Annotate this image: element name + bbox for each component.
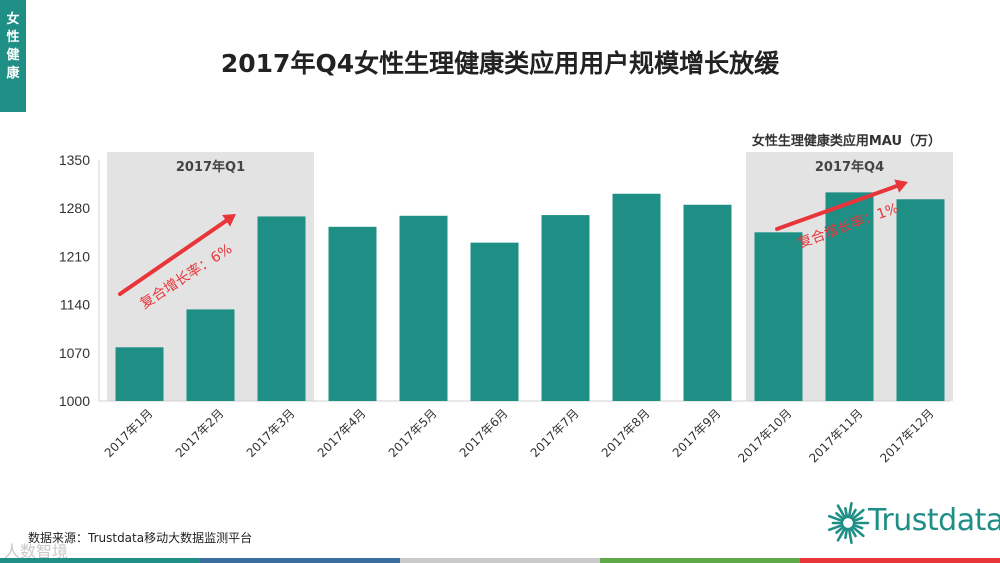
source-note: 数据来源：Trustdata移动大数据监测平台 bbox=[28, 531, 253, 545]
y-tick-label: 1070 bbox=[59, 345, 90, 361]
logo-ray bbox=[849, 526, 857, 538]
x-tick-label: 2017年9月 bbox=[670, 406, 724, 460]
logo-ray bbox=[852, 516, 864, 523]
x-tick-label: 2017年12月 bbox=[877, 406, 936, 465]
bar bbox=[470, 242, 519, 401]
x-tick-label: 2017年10月 bbox=[735, 406, 794, 465]
watermark-text: 人数智境 bbox=[4, 542, 69, 561]
y-tick-label: 1280 bbox=[59, 200, 90, 216]
logo-ray bbox=[844, 527, 849, 540]
growth-arrow-line bbox=[775, 184, 899, 231]
y-tick-label: 1350 bbox=[59, 152, 90, 168]
y-tick-label: 1140 bbox=[60, 297, 90, 313]
bottom-bar-segment bbox=[200, 558, 400, 563]
bar bbox=[257, 216, 306, 401]
x-tick-label: 2017年11月 bbox=[806, 406, 865, 465]
y-tick-label: 1000 bbox=[59, 393, 90, 409]
corner-tab-char: 性 bbox=[6, 30, 20, 45]
highlight-label: 2017年Q4 bbox=[815, 159, 884, 175]
bottom-bar-segment bbox=[600, 558, 800, 563]
corner-tab-char: 女 bbox=[6, 12, 20, 27]
logo-ray bbox=[827, 523, 844, 532]
corner-tab-char: 康 bbox=[6, 66, 20, 81]
logo-ray bbox=[851, 525, 865, 538]
logo-ray bbox=[847, 502, 853, 519]
bottom-bar-segment bbox=[0, 558, 200, 563]
bar bbox=[115, 347, 164, 401]
corner-tab-char: 健 bbox=[6, 48, 20, 63]
x-tick-label: 2017年2月 bbox=[173, 406, 227, 460]
bar bbox=[896, 199, 945, 401]
page-title: 2017年Q4女性生理健康类应用用户规模增长放缓 bbox=[220, 49, 780, 78]
x-tick-label: 2017年4月 bbox=[315, 406, 369, 460]
bar bbox=[186, 309, 235, 401]
x-tick-label: 2017年1月 bbox=[102, 406, 156, 460]
bar bbox=[683, 204, 732, 401]
bottom-bar-segment bbox=[400, 558, 600, 563]
bar bbox=[825, 192, 874, 401]
logo-ray bbox=[847, 527, 853, 544]
bar-chart: 2017年Q1 2017年Q4 女性生理健康类应用MAU（万） 1000 1070 114… bbox=[59, 133, 953, 465]
growth-arrow-line bbox=[118, 218, 229, 296]
logo-ray bbox=[835, 512, 845, 521]
logo-ray bbox=[852, 523, 864, 530]
unit-label: 女性生理健康类应用MAU（万） bbox=[752, 133, 941, 149]
highlight-label: 2017年Q1 bbox=[176, 159, 245, 175]
logo-ray bbox=[836, 504, 847, 520]
x-tick-label: 2017年8月 bbox=[599, 406, 653, 460]
bar bbox=[754, 232, 803, 401]
y-tick-label: 1210 bbox=[59, 248, 90, 264]
trustdata-logo: Trustdata bbox=[826, 495, 1000, 551]
logo-text: Trustdata bbox=[868, 503, 1000, 538]
logo-ray bbox=[849, 508, 857, 520]
logo-ray bbox=[836, 526, 847, 542]
x-tick-label: 2017年5月 bbox=[386, 406, 440, 460]
corner-tab: 女 性 健 康 bbox=[0, 0, 26, 112]
growth-arrow-head bbox=[222, 214, 236, 227]
logo-ray bbox=[835, 525, 845, 534]
bottom-bar-segment bbox=[800, 558, 1000, 563]
bottom-color-bar bbox=[0, 558, 1000, 563]
x-tick-label: 2017年7月 bbox=[528, 406, 582, 460]
logo-ray bbox=[851, 508, 865, 521]
x-tick-label: 2017年6月 bbox=[457, 406, 511, 460]
logo-ray bbox=[844, 506, 849, 519]
logo-ray bbox=[827, 514, 844, 523]
bar bbox=[328, 226, 377, 401]
x-tick-label: 2017年3月 bbox=[244, 406, 298, 460]
bar bbox=[399, 215, 448, 401]
logo-burst-icon bbox=[827, 502, 870, 544]
bar bbox=[612, 193, 661, 401]
growth-arrow-head bbox=[894, 179, 908, 193]
bar bbox=[541, 215, 590, 401]
